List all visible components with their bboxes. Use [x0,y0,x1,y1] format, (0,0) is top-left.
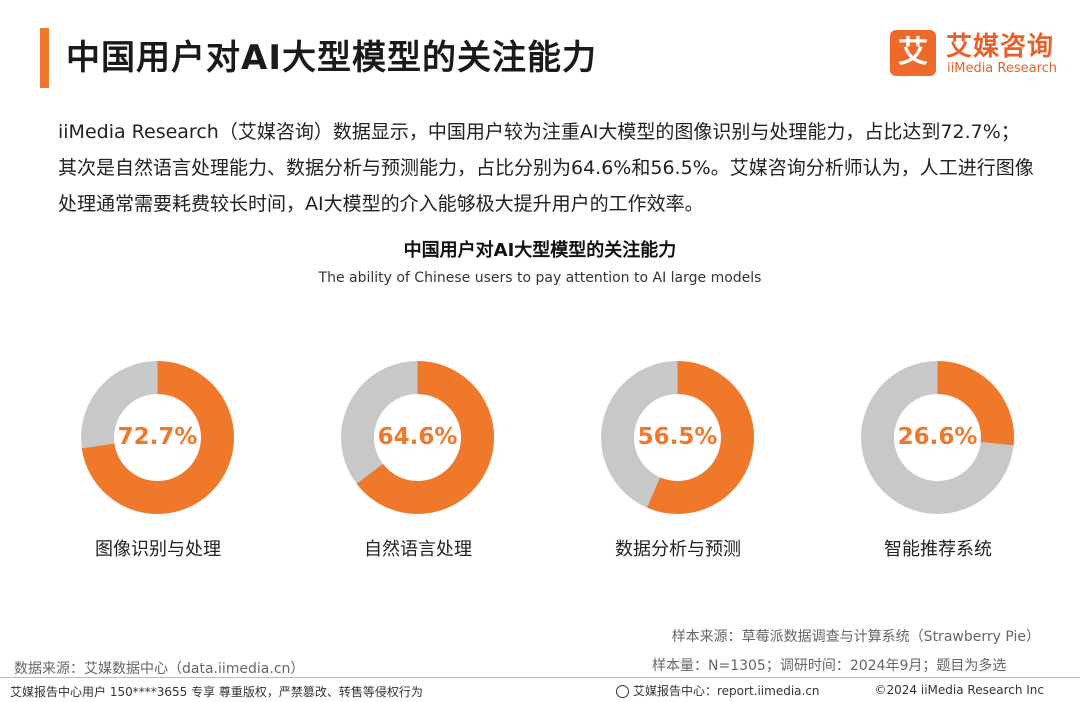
donut-chart [601,361,754,514]
footer-copyright: ©2024 iiMedia Research Inc [874,683,1044,697]
donut-value-arc [861,361,1014,514]
donut-item: 64.6% 自然语言处理 [304,355,524,585]
donut-category-label: 数据分析与预测 [615,539,741,560]
page-title: 中国用户对AI大型模型的关注能力 [66,38,597,78]
donut-value-label: 64.6% [377,424,458,450]
donut-category-label: 自然语言处理 [364,539,472,560]
donut-item: 56.5% 数据分析与预测 [564,355,784,585]
iimedia-logo: 艾 艾媒咨询 iiMedia Research [890,26,1070,82]
title-accent-bar [40,28,49,88]
footer-report-center-text[interactable]: 艾媒报告中心：report.iimedia.cn [633,684,820,698]
logo-name-en: iiMedia Research [947,61,1058,76]
footer-report-center: 艾媒报告中心：report.iimedia.cn [616,682,820,699]
donut-category-label: 智能推荐系统 [884,539,992,560]
donut-chart-row: 72.7% 图像识别与处理 64.6% 自然语言处理 56.5% 数据分析与预测… [0,355,1080,585]
footer-divider [0,677,1080,678]
sample-source-note: 样本来源：草莓派数据调查与计算系统（Strawberry Pie） [671,629,1040,645]
intro-paragraph: iiMedia Research（艾媒咨询）数据显示，中国用户较为注重AI大模型… [58,121,1034,215]
donut-value-arc [81,361,234,514]
logo-mark: 艾 [890,30,936,76]
donut-chart [861,361,1014,514]
chart-subtitle: The ability of Chinese users to pay atte… [318,270,762,286]
footer-copyright-notice: 艾媒报告中心用户 150****3655 专享 尊重版权，严禁篡改、转售等侵权行… [10,685,423,699]
donut-value-label: 72.7% [117,424,198,450]
chart-title: 中国用户对AI大型模型的关注能力 [403,240,677,261]
logo-name-cn: 艾媒咨询 [946,32,1055,62]
donut-value-label: 26.6% [897,424,978,450]
donut-item: 72.7% 图像识别与处理 [44,355,264,585]
sample-size-note: 样本量：N=1305；调研时间：2024年9月；题目为多选 [652,658,1007,674]
donut-chart [81,361,234,514]
report-center-icon [616,685,629,698]
donut-value-arc [601,361,754,514]
donut-chart [341,361,494,514]
donut-value-arc [341,361,494,514]
donut-item: 26.6% 智能推荐系统 [824,355,1044,585]
donut-value-label: 56.5% [637,424,718,450]
data-source-note: 数据来源：艾媒数据中心（data.iimedia.cn） [14,661,305,677]
donut-category-label: 图像识别与处理 [95,539,221,560]
